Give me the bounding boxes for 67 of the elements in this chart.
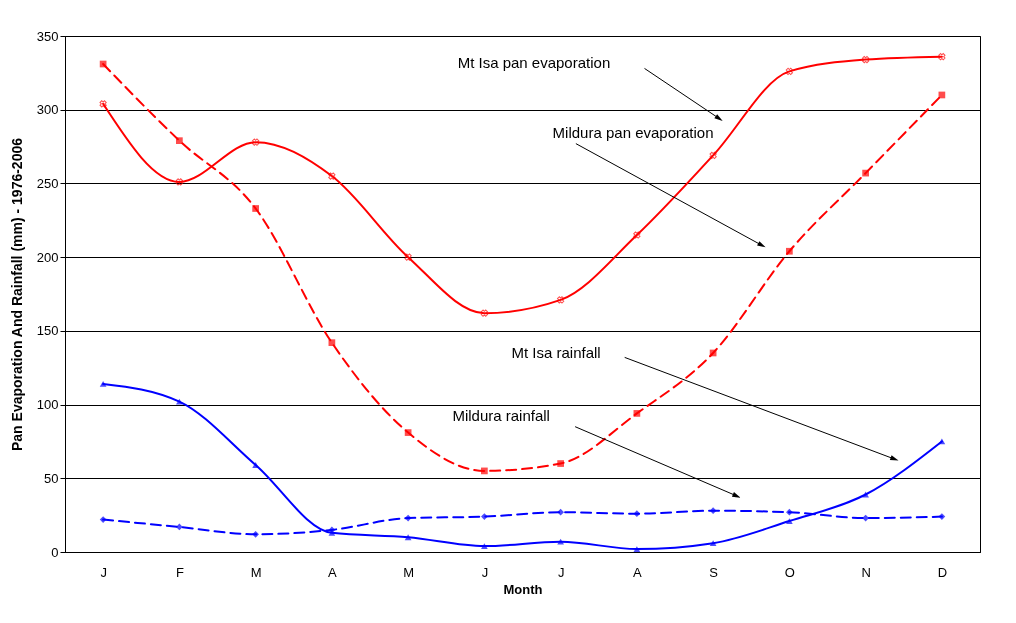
- point: [404, 253, 412, 261]
- y-axis-title: Pan Evaporation And Rainfall (mm) - 1976-2006: [8, 137, 25, 452]
- point: [709, 151, 717, 160]
- point: [176, 398, 183, 405]
- y-tick-label: 150: [36, 323, 59, 339]
- point: [252, 530, 259, 538]
- point: [481, 467, 488, 475]
- y-tick-label: 50: [44, 470, 59, 486]
- y-tick-label: 100: [36, 397, 59, 413]
- point: [252, 205, 259, 212]
- x-tick-label: J: [481, 564, 489, 580]
- point: [557, 508, 564, 516]
- point: [633, 546, 641, 552]
- point: [633, 410, 641, 417]
- point: [862, 514, 869, 522]
- point: [404, 429, 412, 436]
- point: [556, 296, 565, 304]
- annotation: Mildura pan evaporation: [552, 124, 714, 142]
- point: [709, 540, 717, 547]
- point: [786, 508, 793, 516]
- point: [176, 523, 183, 531]
- x-tick-label: S: [709, 564, 719, 580]
- y-tick-label: 0: [51, 544, 59, 560]
- point: [557, 460, 564, 467]
- point: [861, 55, 870, 64]
- y-tick-label: 350: [36, 28, 59, 44]
- point: [938, 513, 946, 520]
- annotation: Mt Isa rainfall: [511, 343, 601, 361]
- point: [786, 247, 793, 255]
- x-tick-label: A: [633, 564, 643, 580]
- x-tick-label: D: [937, 564, 948, 580]
- point: [557, 538, 564, 545]
- x-axis-title: Month: [503, 581, 543, 597]
- x-tick-label: M: [250, 564, 262, 580]
- point: [99, 381, 107, 387]
- point: [404, 514, 412, 522]
- point: [252, 462, 259, 468]
- annotation: Mt Isa pan evaporation: [457, 53, 611, 71]
- point: [404, 534, 412, 541]
- y-tick-label: 200: [36, 249, 59, 265]
- point: [328, 339, 336, 347]
- x-tick-label: N: [861, 564, 871, 580]
- point: [633, 510, 641, 518]
- point: [862, 169, 869, 177]
- point: [481, 513, 488, 520]
- x-tick-label: O: [784, 564, 795, 580]
- y-tick-label: 300: [36, 102, 59, 118]
- x-tick-label: M: [403, 564, 415, 580]
- point: [480, 309, 489, 317]
- point: [175, 178, 184, 186]
- y-tick-label: 250: [36, 175, 59, 191]
- point: [633, 231, 641, 239]
- x-tick-label: J: [557, 564, 565, 580]
- x-tick-label: F: [175, 564, 184, 580]
- point: [481, 543, 488, 550]
- point: [99, 100, 107, 108]
- point: [709, 507, 717, 515]
- point: [785, 67, 794, 76]
- x-tick-label: J: [100, 564, 107, 580]
- point: [251, 138, 260, 146]
- x-tick-label: A: [328, 564, 338, 580]
- point: [176, 137, 183, 145]
- point: [99, 516, 107, 523]
- point: [328, 172, 336, 180]
- point: [938, 53, 946, 61]
- annotation: Mildura rainfall: [452, 407, 550, 425]
- point: [786, 518, 793, 524]
